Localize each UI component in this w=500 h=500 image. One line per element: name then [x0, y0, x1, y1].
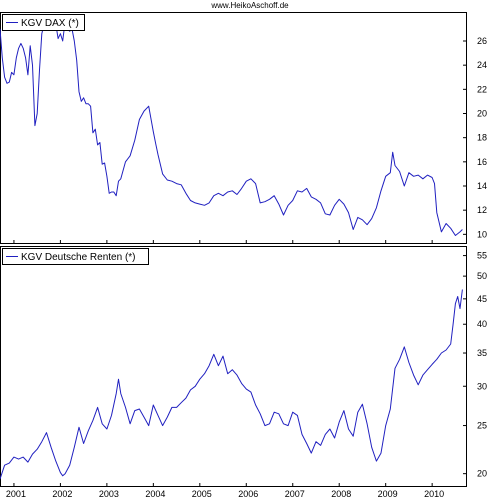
x-tick-label: 2006 — [238, 489, 258, 499]
legend-label: KGV Deutsche Renten (*) — [21, 252, 136, 263]
y-tick-label: 26 — [477, 36, 487, 46]
y-tick-label: 30 — [477, 381, 487, 391]
legend-box — [2, 248, 149, 265]
x-tick-label: 2009 — [378, 489, 398, 499]
x-tick-label: 2004 — [145, 489, 165, 499]
y-tick-label: 50 — [477, 271, 487, 281]
dax-pe-panel: 10 12 14 16 18 20 22 24 26 KGV DAX (*) — [0, 12, 487, 244]
y-tick-label: 40 — [477, 319, 487, 329]
source-label: www.HeikoAschoff.de — [210, 1, 289, 10]
y-tick-label: 18 — [477, 133, 487, 143]
legend-label: KGV DAX (*) — [21, 18, 79, 29]
y-tick-label: 22 — [477, 84, 487, 94]
legend-box — [2, 14, 85, 31]
series-line — [0, 289, 463, 480]
x-tick-label: 2010 — [424, 489, 444, 499]
x-tick-label: 2008 — [331, 489, 351, 499]
y-tick-label: 10 — [477, 229, 487, 239]
y-tick-label: 12 — [477, 205, 487, 215]
bond-pe-panel: 20 25 30 35 40 45 50 55 2001 2002 2003 2004 2005 2006… — [0, 246, 487, 499]
y-tick-label: 20 — [477, 469, 487, 479]
y-tick-label: 16 — [477, 157, 487, 167]
y-tick-label: 55 — [477, 251, 487, 261]
x-tick-label: 2003 — [99, 489, 119, 499]
y-tick-label: 24 — [477, 60, 487, 70]
x-tick-label: 2002 — [52, 489, 72, 499]
y-tick-label: 35 — [477, 348, 487, 358]
y-tick-label: 45 — [477, 294, 487, 304]
plot-frame — [0, 246, 467, 487]
y-tick-label: 20 — [477, 109, 487, 119]
x-tick-label: 2005 — [192, 489, 212, 499]
y-tick-label: 25 — [477, 421, 487, 431]
y-tick-label: 14 — [477, 181, 487, 191]
x-tick-label: 2007 — [285, 489, 305, 499]
x-tick-label: 2001 — [6, 489, 26, 499]
plot-frame — [0, 12, 467, 244]
